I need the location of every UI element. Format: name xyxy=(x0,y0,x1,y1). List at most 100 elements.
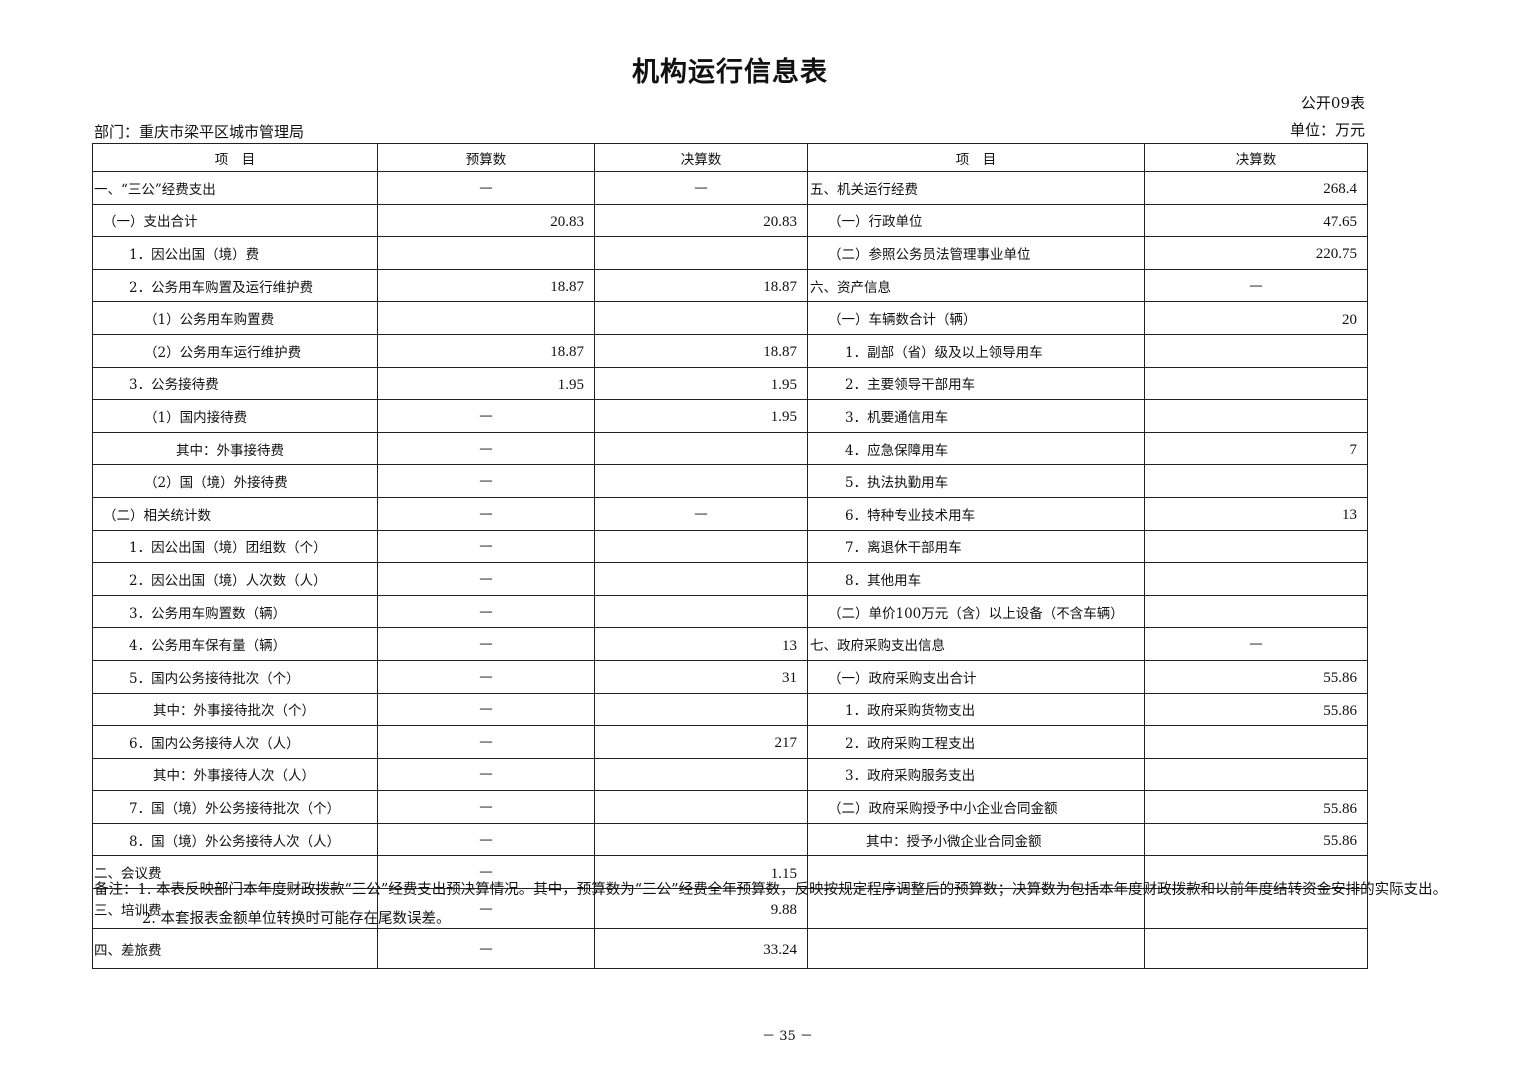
cell-item-right: （二）单价100万元（含）以上设备（不含车辆） xyxy=(807,594,1145,629)
cell-item: 8．国（境）外公务接待人次（人） xyxy=(92,822,378,857)
cell-budget xyxy=(377,236,595,270)
cell-final: 33.24 xyxy=(594,928,808,970)
cell-item-right: 2．政府采购工程支出 xyxy=(807,725,1145,759)
cell-budget: 20.83 xyxy=(377,203,595,238)
cell-final xyxy=(594,529,808,564)
cell-item-right: 五、机关运行经费 xyxy=(807,171,1145,205)
cell-budget: — xyxy=(377,822,595,857)
cell-final-right: 55.86 xyxy=(1144,692,1368,727)
cell-budget: — xyxy=(377,659,595,694)
header-final: 决算数 xyxy=(594,143,808,172)
table-row: 1．因公出国（境）团组数（个） — 7．离退休干部用车 xyxy=(92,529,1368,564)
cell-final-right xyxy=(1144,529,1368,564)
header-item-right: 项 目 xyxy=(807,143,1145,172)
cell-budget: — xyxy=(377,529,595,564)
cell-item: 5．国内公务接待批次（个） xyxy=(92,659,378,694)
cell-item: 二、会议费 xyxy=(92,855,378,890)
table-row: 2．公务用车购置及运行维护费 18.87 18.87 六、资产信息 — xyxy=(92,268,1368,303)
table-row: 3．公务用车购置数（辆） — （二）单价100万元（含）以上设备（不含车辆） xyxy=(92,594,1368,629)
cell-final-right xyxy=(1144,888,1368,930)
cell-item-right: 7．离退休干部用车 xyxy=(807,529,1145,564)
cell-item: 3．公务用车购置数（辆） xyxy=(92,594,378,629)
cell-final: 217 xyxy=(594,725,808,759)
cell-budget: — xyxy=(377,496,595,531)
cell-item: （2）国（境）外接待费 xyxy=(92,464,378,498)
table-row: （2）国（境）外接待费 — 5．执法执勤用车 xyxy=(92,464,1368,498)
cell-budget: — xyxy=(377,855,595,890)
cell-budget: 18.87 xyxy=(377,268,595,303)
cell-item-right: （一）车辆数合计（辆） xyxy=(807,301,1145,335)
cell-final xyxy=(594,431,808,466)
cell-final-right xyxy=(1144,725,1368,759)
note-2: 2. 本套报表金额单位转换时可能存在尾数误差。 xyxy=(142,911,451,927)
cell-item: 一、“三公”经费支出 xyxy=(92,171,378,205)
info-table: 项 目 预算数 决算数 项 目 决算数 一、“三公”经费支出 — — 五、机关运行经费… xyxy=(92,143,1368,970)
header-final-right: 决算数 xyxy=(1144,143,1368,172)
cell-final xyxy=(594,562,808,596)
cell-final xyxy=(594,790,808,824)
cell-budget: — xyxy=(377,562,595,596)
cell-final-right xyxy=(1144,757,1368,792)
table-row: （1）国内接待费 —1.95 3．机要通信用车 xyxy=(92,399,1368,433)
table-row: 其中：外事接待人次（人） — 3．政府采购服务支出 xyxy=(92,757,1368,792)
cell-item-right: 其中：授予小微企业合同金额 xyxy=(807,822,1145,857)
cell-item: 3．公务接待费 xyxy=(92,366,378,401)
cell-final: 1.95 xyxy=(594,399,808,433)
cell-budget: — xyxy=(377,464,595,498)
cell-item: 三、培训费 xyxy=(92,888,378,930)
cell-final-right: 55.86 xyxy=(1144,659,1368,694)
cell-final-right xyxy=(1144,594,1368,629)
cell-item: 其中：外事接待批次（个） xyxy=(92,692,378,727)
cell-item-right: （一）政府采购支出合计 xyxy=(807,659,1145,694)
cell-item-right: 6．特种专业技术用车 xyxy=(807,496,1145,531)
page-number: － 35 － xyxy=(762,1029,813,1044)
table-row: 6．国内公务接待人次（人） —217 2．政府采购工程支出 xyxy=(92,725,1368,759)
cell-final-right: 55.86 xyxy=(1144,822,1368,857)
cell-final xyxy=(594,822,808,857)
notes: 备注：1. 本表反映部门本年度财政拨款“三公”经费支出预决算情况。其中，预算数为… xyxy=(94,876,1509,934)
cell-final-right: 13 xyxy=(1144,496,1368,531)
cell-final: 31 xyxy=(594,659,808,694)
cell-final xyxy=(594,594,808,629)
cell-item-right: 3．政府采购服务支出 xyxy=(807,757,1145,792)
cell-item: 其中：外事接待费 xyxy=(92,431,378,466)
cell-final: 18.87 xyxy=(594,268,808,303)
cell-final-right: 220.75 xyxy=(1144,236,1368,270)
cell-item: 四、差旅费 xyxy=(92,928,378,970)
table-row: 7．国（境）外公务接待批次（个） — （二）政府采购授予中小企业合同金额 55.86 xyxy=(92,790,1368,824)
cell-final-right: 7 xyxy=(1144,431,1368,466)
cell-final xyxy=(594,692,808,727)
cell-final: 1.95 xyxy=(594,366,808,401)
cell-item: （一）支出合计 xyxy=(92,203,378,238)
header-item: 项 目 xyxy=(92,143,378,172)
table-row: 二、会议费 —1.15 xyxy=(92,855,1368,890)
table-row: 8．国（境）外公务接待人次（人） — 其中：授予小微企业合同金额 55.86 xyxy=(92,822,1368,857)
table-row: （二）相关统计数 — —6．特种专业技术用车 13 xyxy=(92,496,1368,531)
table-row: （一）支出合计 20.83 20.83 （一）行政单位 47.65 xyxy=(92,203,1368,238)
table-row: （2）公务用车运行维护费 18.87 18.87 1．副部（省）级及以上领导用车 xyxy=(92,333,1368,368)
cell-item-right: 六、资产信息 xyxy=(807,268,1145,303)
table-row: 其中：外事接待批次（个） — 1．政府采购货物支出 55.86 xyxy=(92,692,1368,727)
cell-item: （1）国内接待费 xyxy=(92,399,378,433)
table-row: 5．国内公务接待批次（个） —31 （一）政府采购支出合计 55.86 xyxy=(92,659,1368,694)
cell-final-right: — xyxy=(1144,627,1368,661)
cell-final xyxy=(594,236,808,270)
cell-item: 4．公务用车保有量（辆） xyxy=(92,627,378,661)
cell-final: — xyxy=(594,496,808,531)
cell-item-right xyxy=(807,928,1145,970)
cell-item-right: （一）行政单位 xyxy=(807,203,1145,238)
cell-final: 20.83 xyxy=(594,203,808,238)
table-code: 公开09表 xyxy=(1300,94,1365,112)
cell-budget: — xyxy=(377,692,595,727)
cell-budget: — xyxy=(377,790,595,824)
cell-final-right xyxy=(1144,366,1368,401)
cell-final-right: 268.4 xyxy=(1144,171,1368,205)
table-row: 2．因公出国（境）人次数（人） — 8．其他用车 xyxy=(92,562,1368,596)
cell-budget xyxy=(377,301,595,335)
cell-final-right: 47.65 xyxy=(1144,203,1368,238)
unit-label: 单位：万元 xyxy=(1289,121,1365,139)
cell-budget: — xyxy=(377,399,595,433)
cell-budget: — xyxy=(377,431,595,466)
cell-final-right: 20 xyxy=(1144,301,1368,335)
cell-final: — xyxy=(594,171,808,205)
